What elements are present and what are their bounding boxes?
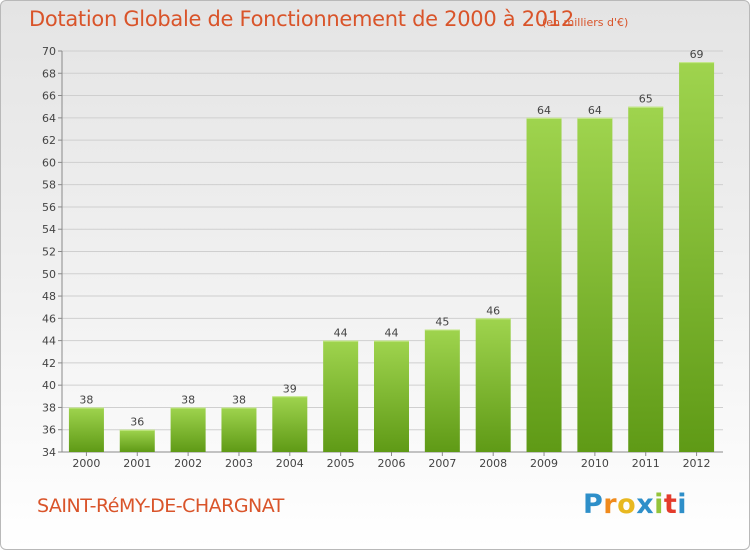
logo-letter: t — [663, 489, 678, 520]
y-tick-label: 62 — [42, 134, 56, 147]
y-tick-label: 60 — [42, 156, 56, 169]
axis-layer: 34 36 38 40 42 44 46 48 50 52 54 56 58 60 62 64 66 68 70 20… — [42, 45, 723, 470]
bars-layer: 38 36 38 38 39 44 44 45 46 64 64 65 69 — [68, 48, 715, 453]
bar — [475, 318, 511, 452]
x-tick-label: 2000 — [72, 457, 100, 470]
logo-letter: P — [583, 489, 604, 520]
value-label: 44 — [334, 327, 348, 340]
bar — [628, 106, 664, 452]
commune-name: SAINT-RéMY-DE-CHARGNAT — [37, 495, 284, 517]
y-tick-label: 58 — [42, 179, 56, 192]
value-label: 44 — [385, 327, 399, 340]
value-label: 38 — [79, 393, 93, 406]
bar — [424, 329, 460, 452]
y-tick-label: 42 — [42, 357, 56, 370]
value-label: 65 — [639, 93, 653, 106]
logo-letter: i — [654, 489, 664, 520]
x-tick-label: 2001 — [123, 457, 151, 470]
y-tick-label: 56 — [42, 201, 56, 214]
y-tick-label: 64 — [42, 112, 56, 125]
value-label: 38 — [181, 393, 195, 406]
x-tick-label: 2007 — [428, 457, 456, 470]
y-tick-label: 48 — [42, 290, 56, 303]
y-tick-label: 40 — [42, 379, 56, 392]
y-tick-label: 66 — [42, 90, 56, 103]
x-tick-label: 2006 — [378, 457, 406, 470]
bar — [68, 407, 104, 452]
y-tick-label: 68 — [42, 67, 56, 80]
value-label: 64 — [537, 104, 551, 117]
y-tick-label: 36 — [42, 424, 56, 437]
logo-letter: x — [636, 489, 655, 520]
y-tick-label: 50 — [42, 268, 56, 281]
logo-letter: r — [603, 489, 618, 520]
bar — [119, 429, 155, 452]
value-label: 45 — [435, 315, 449, 328]
x-tick-label: 2005 — [327, 457, 355, 470]
value-label: 38 — [232, 393, 246, 406]
x-tick-label: 2011 — [632, 457, 660, 470]
y-tick-label: 70 — [42, 45, 56, 58]
bar — [577, 117, 613, 452]
value-label: 36 — [130, 416, 144, 429]
x-tick-label: 2008 — [479, 457, 507, 470]
value-label: 39 — [283, 382, 297, 395]
logo-letter: o — [617, 489, 637, 520]
x-tick-label: 2009 — [530, 457, 558, 470]
bar — [679, 62, 715, 453]
bar — [221, 407, 257, 452]
logo-letter: i — [677, 489, 688, 520]
x-tick-label: 2003 — [225, 457, 253, 470]
value-label: 69 — [690, 48, 704, 61]
y-tick-label: 54 — [42, 223, 56, 236]
proxiti-logo: Proxiti — [583, 489, 687, 520]
value-label: 46 — [486, 304, 500, 317]
y-tick-label: 44 — [42, 335, 56, 348]
y-tick-label: 52 — [42, 246, 56, 259]
y-tick-label: 34 — [42, 446, 56, 459]
value-label: 64 — [588, 104, 602, 117]
y-tick-label: 38 — [42, 401, 56, 414]
x-tick-label: 2010 — [581, 457, 609, 470]
chart-title: Dotation Globale de Fonctionnement de 20… — [29, 7, 574, 31]
chart-subtitle: (en milliers d'€) — [542, 16, 629, 29]
bar — [374, 340, 409, 452]
y-tick-label: 46 — [42, 312, 56, 325]
bar — [526, 117, 562, 452]
x-tick-label: 2012 — [683, 457, 711, 470]
bar — [170, 407, 206, 452]
bar — [272, 396, 308, 452]
bar — [323, 340, 359, 452]
x-tick-label: 2004 — [276, 457, 304, 470]
x-tick-label: 2002 — [174, 457, 202, 470]
